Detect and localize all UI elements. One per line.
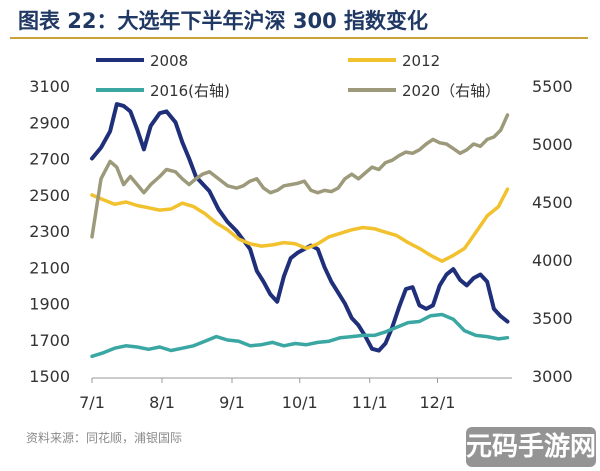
x-tick-label: 11/1 — [352, 393, 388, 412]
left-tick-label: 1900 — [29, 295, 70, 314]
x-tick-label: 10/1 — [282, 393, 318, 412]
series-line-2020 — [90, 113, 510, 239]
right-tick-label: 3000 — [532, 367, 573, 386]
series-line-2012 — [90, 187, 510, 263]
left-tick-label: 2700 — [29, 150, 70, 169]
x-tick-label: 8/1 — [149, 393, 175, 412]
right-tick-label: 3500 — [532, 309, 573, 328]
right-tick-label: 5500 — [532, 77, 573, 96]
legend-label: 2012 — [402, 52, 440, 70]
x-tick-label: 12/1 — [420, 393, 456, 412]
legend-label: 2020（右轴） — [402, 82, 500, 100]
x-tick-label: 7/1 — [79, 393, 105, 412]
title-bar: 图表 22：大选年下半年沪深 300 指数变化 — [0, 0, 600, 39]
x-tick-label: 9/1 — [219, 393, 245, 412]
watermark-logo: 元码手游网 — [466, 427, 596, 467]
legend-label: 2016(右轴) — [150, 82, 230, 100]
right-tick-label: 5000 — [532, 135, 573, 154]
chart-title: 图表 22：大选年下半年沪深 300 指数变化 — [18, 9, 428, 33]
left-tick-label: 2300 — [29, 222, 70, 241]
left-tick-label: 1700 — [29, 331, 70, 350]
series-line-2016 — [90, 312, 510, 359]
legend-label: 2008 — [150, 52, 188, 70]
series-line-2008 — [90, 102, 510, 353]
left-tick-label: 1500 — [29, 367, 70, 386]
title-underline — [10, 37, 588, 39]
left-tick-label: 2900 — [29, 113, 70, 132]
left-tick-label: 3100 — [29, 77, 70, 96]
left-tick-label: 2500 — [29, 186, 70, 205]
right-tick-label: 4500 — [532, 193, 573, 212]
left-tick-label: 2100 — [29, 258, 70, 277]
source-note: 资料来源：同花顺，浦银国际 — [26, 431, 183, 445]
right-tick-label: 4000 — [532, 251, 573, 270]
